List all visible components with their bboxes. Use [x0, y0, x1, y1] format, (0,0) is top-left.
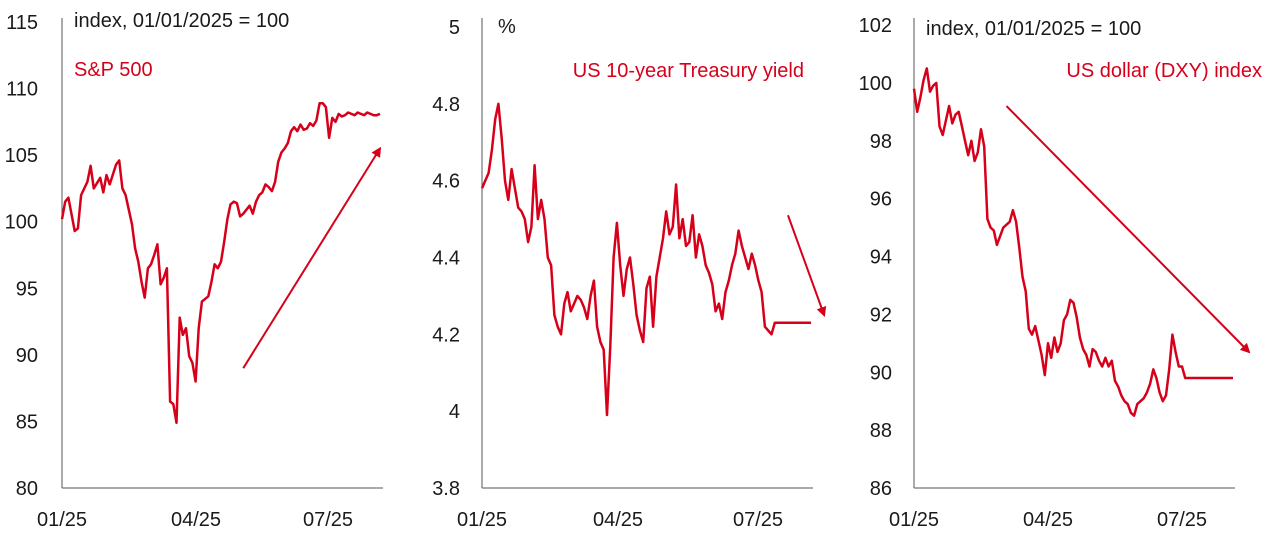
unit-label: index, 01/01/2025 = 100 — [74, 10, 289, 32]
y-tick-label: 90 — [870, 362, 892, 384]
y-tick-label: 90 — [16, 345, 38, 367]
y-tick-label: 85 — [16, 411, 38, 433]
y-tick-label: 110 — [6, 79, 38, 101]
y-tick-label: 100 — [859, 73, 892, 95]
y-tick-label: 4 — [449, 401, 460, 423]
series-line-treasury — [480, 102, 811, 417]
y-tick-label: 80 — [16, 478, 38, 500]
trend-arrow — [242, 146, 382, 369]
y-tick-label: 4.8 — [432, 94, 460, 116]
x-tick-label: 07/25 — [303, 509, 353, 531]
x-tick-label: 01/25 — [457, 509, 507, 531]
x-tick-label: 01/25 — [37, 509, 87, 531]
y-tick-label: 100 — [5, 212, 38, 234]
series-line-sp500 — [60, 101, 381, 425]
panel-treasury: % US 10-year Treasury yield 3.8 4 4.2 4.4 4.… — [432, 16, 827, 531]
series-line-dxy — [912, 67, 1233, 417]
trend-arrow — [1005, 105, 1251, 354]
x-tick-label: 01/25 — [889, 509, 939, 531]
series-title: US dollar (DXY) index — [1066, 60, 1262, 82]
y-tick-label: 5 — [449, 17, 460, 39]
x-tick-label: 04/25 — [1023, 509, 1073, 531]
unit-label: % — [498, 16, 516, 38]
x-tick-label: 07/25 — [1157, 509, 1207, 531]
y-tick-label: 4.2 — [432, 324, 460, 346]
y-tick-label: 102 — [859, 15, 892, 37]
y-tick-label: 95 — [16, 278, 38, 300]
x-tick-label: 07/25 — [733, 509, 783, 531]
y-tick-label: 98 — [870, 131, 892, 153]
trend-arrow — [787, 214, 827, 318]
series-title: S&P 500 — [74, 59, 153, 81]
panel-dxy: index, 01/01/2025 = 100 US dollar (DXY) … — [859, 15, 1262, 531]
x-tick-label: 04/25 — [171, 509, 221, 531]
unit-label: index, 01/01/2025 = 100 — [926, 18, 1141, 40]
y-tick-label: 105 — [5, 145, 38, 167]
y-tick-label: 3.8 — [432, 478, 460, 500]
y-tick-label: 96 — [870, 189, 892, 211]
y-tick-label: 4.6 — [432, 171, 460, 193]
y-tick-label: 86 — [870, 478, 892, 500]
x-tick-label: 04/25 — [593, 509, 643, 531]
y-tick-label: 92 — [870, 304, 892, 326]
y-tick-label: 4.4 — [432, 248, 460, 270]
series-title: US 10-year Treasury yield — [573, 60, 804, 82]
y-tick-label: 115 — [6, 12, 38, 34]
y-tick-label: 94 — [870, 247, 892, 269]
y-tick-label: 88 — [870, 420, 892, 442]
panel-sp500: index, 01/01/2025 = 100 S&P 500 80 85 90 95… — [5, 10, 383, 531]
